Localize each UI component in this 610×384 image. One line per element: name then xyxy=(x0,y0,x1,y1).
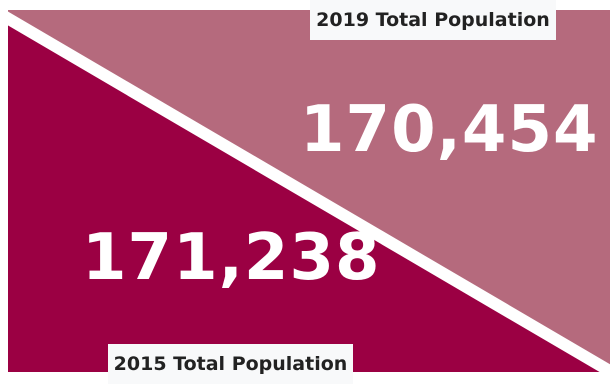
population-2015-value: 171,238 xyxy=(82,221,381,295)
diagonal-divider xyxy=(0,6,610,372)
population-2019-label: 2019 Total Population xyxy=(310,0,556,40)
population-2019-value: 170,454 xyxy=(300,93,599,167)
top-edge-mask xyxy=(0,0,610,10)
population-2015-label: 2015 Total Population xyxy=(108,344,353,384)
population-2015-label-text: 2015 Total Population xyxy=(113,353,348,375)
population-2019-label-text: 2019 Total Population xyxy=(316,9,550,31)
diagonal-graphic xyxy=(0,0,610,372)
left-edge-mask xyxy=(0,0,8,372)
